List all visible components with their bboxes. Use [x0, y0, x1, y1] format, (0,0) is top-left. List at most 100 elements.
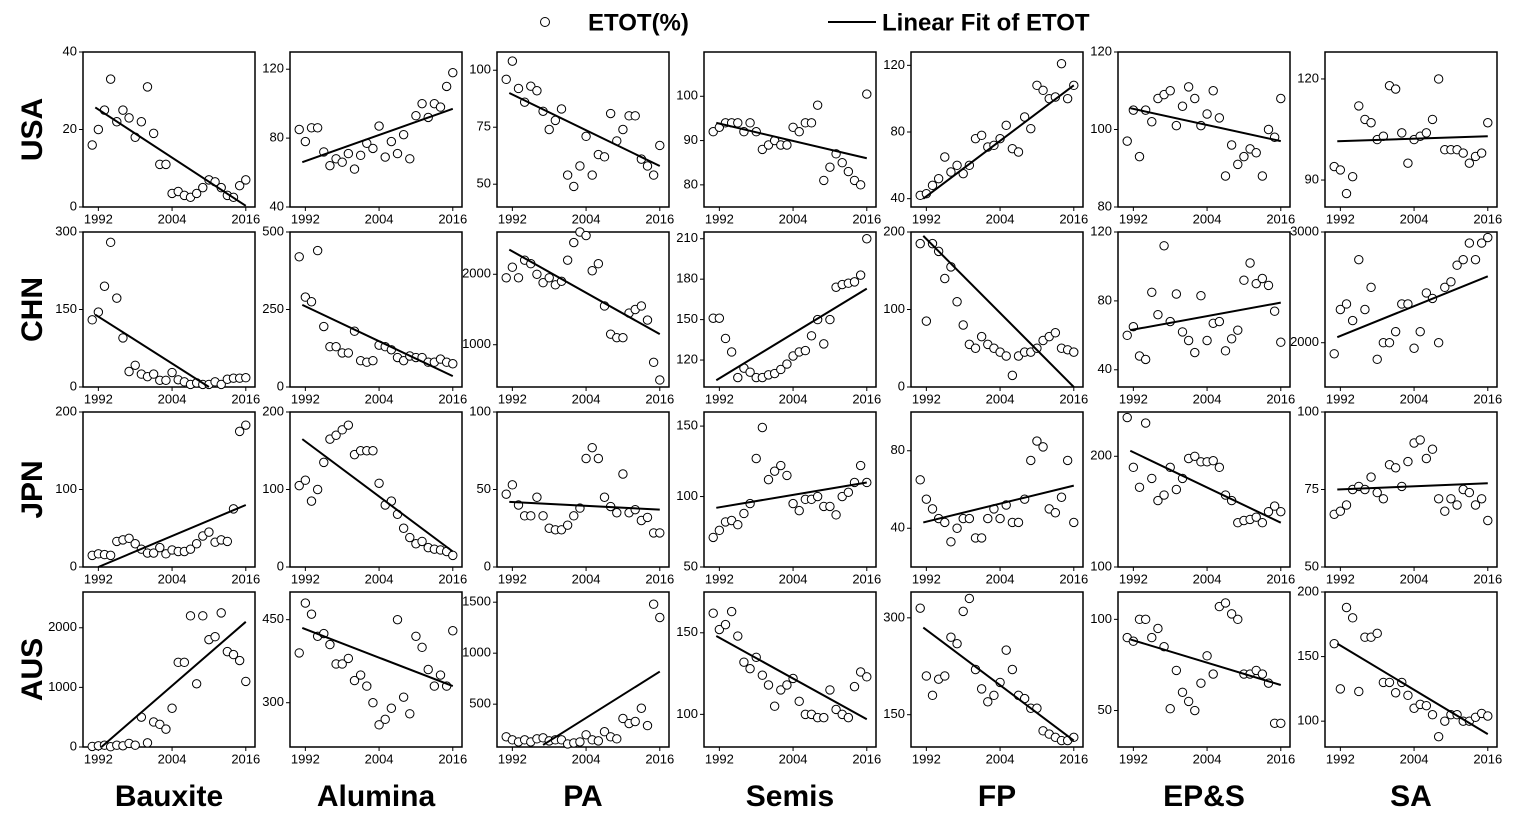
data-point: [1433, 494, 1444, 504]
y-tick-label: 1000: [462, 645, 491, 660]
x-tick-label: 2004: [572, 571, 601, 586]
data-point: [368, 355, 378, 366]
y-tick-label: 200: [262, 403, 284, 418]
x-tick-label: 2004: [572, 391, 601, 406]
data-point: [380, 714, 390, 725]
data-point: [952, 638, 962, 649]
data-point: [448, 626, 458, 636]
plot-frame: [82, 231, 256, 388]
data-point: [970, 343, 981, 353]
y-tick-label: 80: [270, 130, 284, 145]
data-point: [501, 489, 511, 499]
y-tick-label: 150: [676, 624, 698, 639]
fit-line: [97, 504, 247, 568]
x-tick-label: 2016: [645, 391, 674, 406]
fit-line: [923, 484, 1075, 524]
data-point: [1007, 370, 1018, 381]
data-point: [435, 102, 446, 112]
x-tick-label: 1992: [1119, 391, 1148, 406]
data-point: [130, 539, 140, 549]
data-point: [142, 82, 153, 92]
data-point: [513, 273, 524, 283]
data-point: [812, 100, 823, 110]
data-point: [1372, 628, 1382, 639]
data-point: [538, 511, 548, 521]
y-tick-label: 3000: [1290, 223, 1319, 238]
plot-frame: [496, 411, 670, 568]
data-point: [1038, 85, 1048, 96]
data-point: [757, 422, 768, 433]
plot-frame: [910, 51, 1084, 208]
data-point: [575, 161, 585, 171]
data-point: [386, 136, 397, 147]
data-point: [1226, 334, 1237, 344]
x-tick-label: 1992: [1326, 391, 1355, 406]
y-tick-label: 100: [1297, 713, 1319, 728]
data-point: [532, 86, 542, 96]
y-tick-label: 0: [70, 738, 77, 753]
data-point: [1263, 280, 1274, 291]
fit-line: [715, 287, 868, 382]
data-point: [1050, 508, 1061, 518]
data-point: [587, 266, 597, 276]
data-point: [1196, 291, 1206, 301]
data-point: [1202, 335, 1212, 346]
data-point: [1032, 80, 1042, 91]
plot-frame: [1117, 231, 1291, 388]
data-point: [921, 494, 932, 504]
x-tick-label: 2016: [852, 211, 881, 226]
data-point: [976, 533, 987, 543]
x-tick-label: 1992: [291, 751, 320, 766]
data-point: [1257, 518, 1268, 528]
data-point: [599, 152, 610, 162]
data-point: [392, 614, 403, 625]
fit-line: [922, 84, 1075, 200]
fit-line: [509, 500, 660, 511]
y-tick-label: 100: [676, 88, 698, 103]
data-point: [306, 496, 317, 506]
x-tick-label: 2004: [365, 751, 394, 766]
data-point: [1335, 684, 1346, 694]
data-point: [349, 675, 360, 686]
x-tick-label: 2004: [1193, 391, 1222, 406]
data-point: [782, 470, 792, 481]
data-point: [1263, 124, 1274, 135]
row-label: AUS: [16, 638, 49, 701]
data-point: [618, 332, 628, 343]
y-tick-label: 1000: [462, 336, 491, 351]
data-point: [927, 238, 938, 249]
data-point: [1366, 472, 1376, 482]
data-point: [1360, 484, 1370, 495]
data-point: [940, 671, 950, 681]
data-point: [429, 681, 440, 691]
data-point: [843, 487, 854, 498]
data-point: [1269, 306, 1280, 316]
data-point: [1483, 711, 1493, 721]
x-tick-label: 2004: [1193, 571, 1222, 586]
data-point: [1276, 506, 1286, 517]
data-point: [831, 704, 841, 715]
data-point: [855, 270, 866, 280]
fit-line: [94, 106, 247, 207]
data-point: [1347, 613, 1358, 623]
x-tick-label: 2004: [1193, 751, 1222, 766]
data-point: [191, 679, 202, 689]
data-point: [1056, 58, 1067, 69]
data-point: [118, 333, 128, 343]
row-label: JPN: [16, 460, 49, 518]
data-point: [1140, 418, 1151, 428]
data-point: [1476, 238, 1487, 248]
data-point: [234, 180, 245, 191]
data-point: [423, 664, 433, 675]
data-point: [915, 603, 925, 613]
y-tick-label: 80: [1098, 292, 1112, 307]
fit-line: [301, 627, 454, 688]
data-point: [1440, 506, 1450, 516]
data-point: [782, 140, 792, 150]
x-tick-label: 2016: [231, 391, 260, 406]
data-point: [733, 118, 743, 128]
data-point: [1220, 171, 1231, 181]
y-tick-label: 20: [63, 121, 77, 136]
data-point: [448, 67, 458, 78]
data-point: [294, 252, 304, 262]
